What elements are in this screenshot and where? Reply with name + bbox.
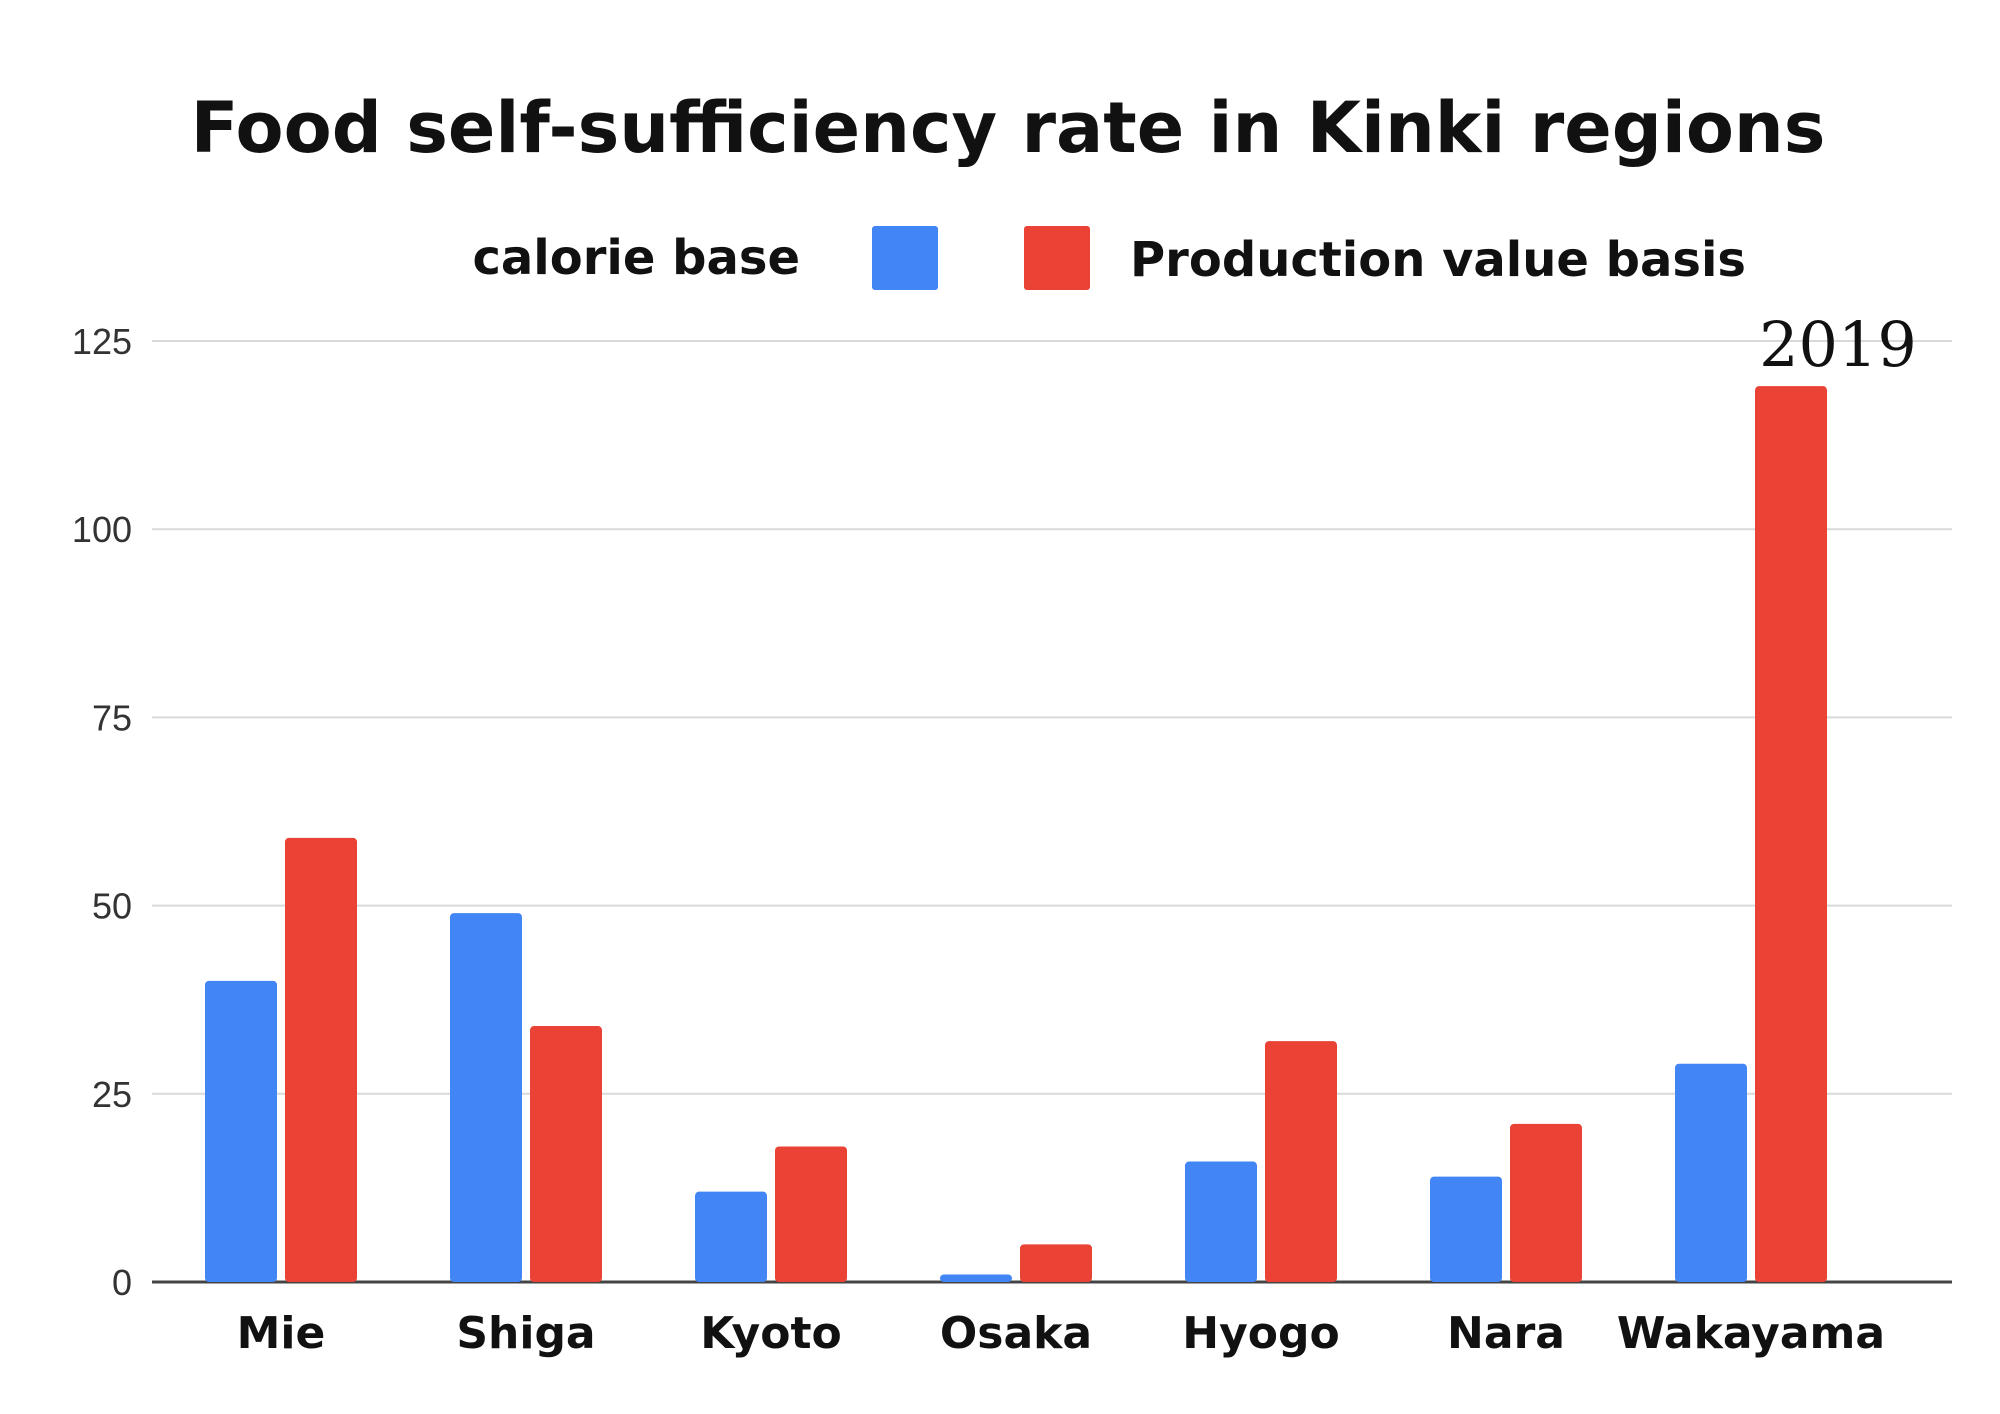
y-tick-label: 100 xyxy=(72,509,132,550)
bar-nara-calorie-base xyxy=(1430,1176,1502,1282)
y-tick-label: 25 xyxy=(92,1074,132,1115)
legend-swatch-production-value-basis xyxy=(1024,226,1090,290)
bar-mie-calorie-base xyxy=(205,980,277,1282)
bar-mie-production-value-basis xyxy=(285,837,357,1282)
legend-label-calorie-base: calorie base xyxy=(472,230,800,286)
x-category-label: Kyoto xyxy=(700,1308,841,1359)
bar-kyoto-production-value-basis xyxy=(775,1146,847,1282)
legend-swatch-calorie-base xyxy=(872,226,938,290)
legend: calorie base Production value basis xyxy=(472,226,1746,290)
x-category-label: Shiga xyxy=(456,1308,595,1359)
bars xyxy=(205,386,1827,1283)
x-category-label: Osaka xyxy=(940,1308,1092,1359)
y-tick-label: 0 xyxy=(112,1262,132,1303)
year-annotation: 2019 xyxy=(1759,308,1917,381)
bar-shiga-calorie-base xyxy=(450,913,522,1282)
bar-hyogo-calorie-base xyxy=(1185,1161,1257,1282)
x-category-label: Hyogo xyxy=(1182,1308,1339,1359)
bar-osaka-production-value-basis xyxy=(1020,1244,1092,1282)
bar-kyoto-calorie-base xyxy=(695,1191,767,1282)
y-tick-label: 50 xyxy=(92,886,132,927)
x-category-label: Mie xyxy=(237,1308,326,1359)
y-tick-label: 125 xyxy=(72,321,132,362)
bar-osaka-calorie-base xyxy=(940,1274,1012,1282)
y-tick-label: 75 xyxy=(92,697,132,738)
x-category-label: Nara xyxy=(1447,1308,1565,1359)
legend-label-production-value-basis: Production value basis xyxy=(1130,232,1746,288)
bar-nara-production-value-basis xyxy=(1510,1123,1582,1282)
bar-wakayama-production-value-basis xyxy=(1755,386,1827,1283)
bar-shiga-production-value-basis xyxy=(530,1026,602,1282)
bar-hyogo-production-value-basis xyxy=(1265,1041,1337,1282)
x-category-label: Wakayama xyxy=(1617,1308,1885,1359)
x-axis: Mie Shiga Kyoto Osaka Hyogo Nara Wakayama xyxy=(237,1308,1885,1359)
bar-wakayama-calorie-base xyxy=(1675,1063,1747,1282)
chart-title: Food self-sufficiency rate in Kinki regi… xyxy=(191,87,1826,169)
y-axis: 0 25 50 75 100 125 xyxy=(72,321,132,1303)
